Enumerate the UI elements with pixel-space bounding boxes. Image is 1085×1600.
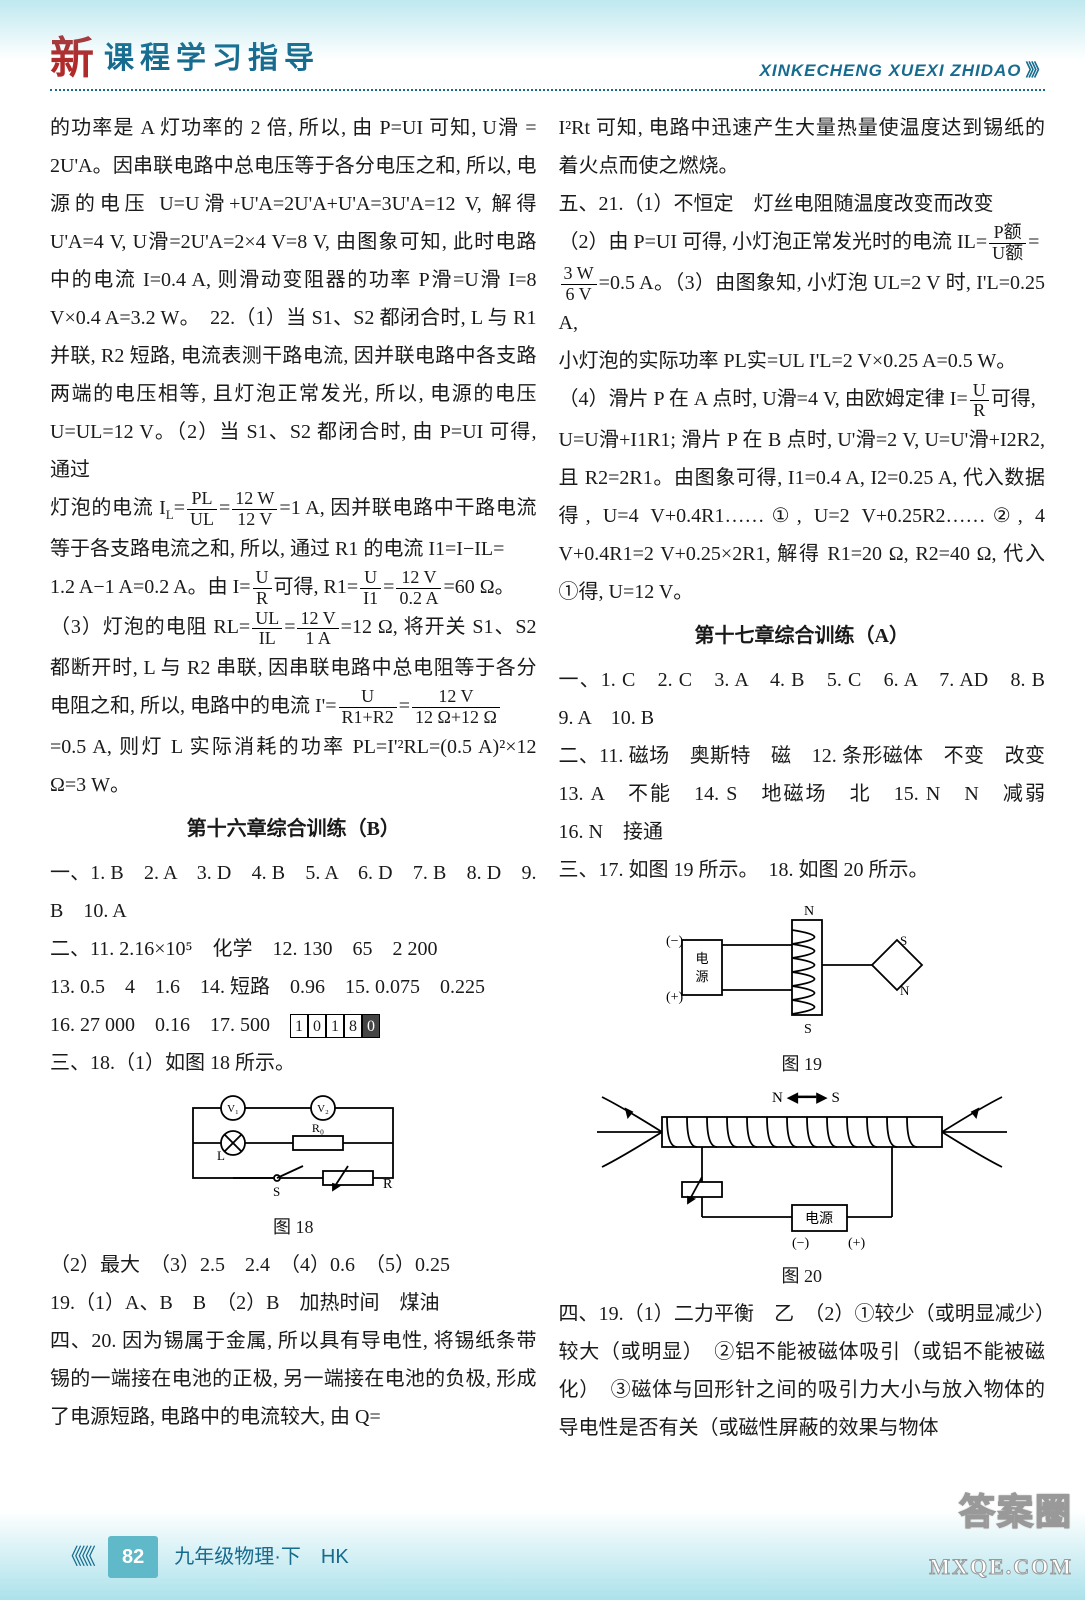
r-p2b: （2）由 P=UI 可得, 小灯泡正常发光时的电流 IL=P额U额= bbox=[559, 223, 1046, 264]
svg-text:L: L bbox=[217, 1148, 225, 1163]
svg-text:电: 电 bbox=[695, 951, 708, 966]
svg-text:N ◀━━▶ S: N ◀━━▶ S bbox=[772, 1090, 840, 1106]
l-p1b: 灯泡的电流 IL=PLUL=12 W12 V=1 A, 因并联电路中干路电流等于… bbox=[50, 489, 537, 568]
r-p1: I²Rt 可知, 电路中迅速产生大量热量使温度达到锡纸的着火点而使之燃烧。 bbox=[559, 109, 1046, 185]
r-p2f: （4）滑片 P 在 A 点时, U滑=4 V, 由欧姆定律 I=UR可得, bbox=[559, 380, 1046, 421]
right-column: I²Rt 可知, 电路中迅速产生大量热量使温度达到锡纸的着火点而使之燃烧。 五、… bbox=[559, 109, 1046, 1447]
l-p1h: =0.5 A, 则灯 L 实际消耗的功率 PL=I'²RL=(0.5 A)²×1… bbox=[50, 728, 537, 804]
header-chev: 》》 bbox=[1026, 61, 1046, 80]
page-header: 新 课程学习指导 XINKECHENG XUEXI ZHIDAO》》 bbox=[50, 30, 1045, 91]
svg-text:S: S bbox=[804, 1022, 812, 1037]
l-p1: 的功率是 A 灯功率的 2 倍, 所以, 由 P=UI 可知, U滑 = 2U'… bbox=[50, 109, 537, 489]
footer-label: 九年级物理·下 HK bbox=[174, 1538, 348, 1576]
svg-text:(−): (−) bbox=[792, 1236, 810, 1251]
footer-arrows: 《《《 bbox=[60, 1536, 92, 1578]
r-p2e: 小灯泡的实际功率 PL实=UL I'L=2 V×0.25 A=0.5 W。 bbox=[559, 342, 1046, 380]
svg-text:R₀: R₀ bbox=[312, 1121, 324, 1135]
r-4: 四、19.（1）二力平衡 乙 （2）①较少（或明显减少） 较大（或明显） ②铝不… bbox=[559, 1295, 1046, 1447]
r-p2a: 五、21.（1）不恒定 灯丝电阻随温度改变而改变 bbox=[559, 185, 1046, 223]
l-sec3c: 19.（1）A、B B （2）B 加热时间 煤油 bbox=[50, 1284, 537, 1322]
l-sec2b: 13. 0.5 4 1.6 14. 短路 0.96 15. 0.075 0.22… bbox=[50, 968, 537, 1006]
svg-text:(+): (+) bbox=[848, 1236, 866, 1251]
svg-text:R: R bbox=[383, 1177, 393, 1192]
footer-page: 82 bbox=[108, 1536, 158, 1578]
title-17a: 第十七章综合训练（A） bbox=[559, 617, 1046, 655]
figure-18: V₁ V₂ L R₀ S R 图 18 bbox=[50, 1088, 537, 1244]
header-xin: 新 bbox=[50, 37, 100, 81]
figure-19: 电 源 (−) (+) N S S N 图 19 bbox=[559, 895, 1046, 1081]
svg-text:S: S bbox=[273, 1184, 280, 1199]
l-sec3: 三、18.（1）如图 18 所示。 bbox=[50, 1044, 537, 1082]
header-title: 课程学习指导 bbox=[104, 30, 320, 87]
l-sec3b: （2）最大 （3）2.5 2.4 （4）0.6 （5）0.25 bbox=[50, 1246, 537, 1284]
l-sec2c: 16. 27 000 0.16 17. 500 10180 bbox=[50, 1006, 537, 1044]
page-footer: 《《《 82 九年级物理·下 HK bbox=[60, 1536, 349, 1578]
l-sec2a: 二、11. 2.16×10⁵ 化学 12. 130 65 2 200 bbox=[50, 930, 537, 968]
svg-text:V₁: V₁ bbox=[227, 1103, 239, 1115]
svg-text:S: S bbox=[900, 933, 907, 948]
watermark: 答案圈 MXQE.COM bbox=[929, 1478, 1073, 1588]
l-sec1: 一、1. B 2. A 3. D 4. B 5. A 6. D 7. B 8. … bbox=[50, 854, 537, 930]
r-2: 二、11. 磁场 奥斯特 磁 12. 条形磁体 不变 改变 13. A 不能 1… bbox=[559, 737, 1046, 851]
r-p2h: U=U滑+I1R1; 滑片 P 在 B 点时, U'滑=2 V, U=U'滑+I… bbox=[559, 421, 1046, 611]
title-16b: 第十六章综合训练（B） bbox=[50, 810, 537, 848]
r-p2d: 3 W6 V=0.5 A。（3）由图象知, 小灯泡 UL=2 V 时, I'L=… bbox=[559, 264, 1046, 343]
svg-text:源: 源 bbox=[695, 969, 708, 984]
svg-text:电源: 电源 bbox=[805, 1211, 833, 1227]
l-p1d: （3）灯泡的电阻 RL=ULIL=12 V1 A=12 Ω, 将开关 S1、S2… bbox=[50, 608, 537, 727]
svg-text:(−): (−) bbox=[666, 934, 684, 949]
l-p1c: 1.2 A−1 A=0.2 A。由 I=UR可得, R1=UI1=12 V0.2… bbox=[50, 568, 537, 609]
l-sec4: 四、20. 因为锡属于金属, 所以具有导电性, 将锡纸条带锡的一端接在电池的正极… bbox=[50, 1322, 537, 1436]
svg-text:V₂: V₂ bbox=[317, 1103, 329, 1115]
figure-20: N ◀━━▶ S 电源 (−) (+) 图 20 bbox=[559, 1087, 1046, 1293]
svg-text:(+): (+) bbox=[666, 990, 684, 1005]
header-pinyin: XINKECHENG XUEXI ZHIDAO bbox=[760, 61, 1022, 80]
svg-text:N: N bbox=[804, 904, 814, 919]
r-3: 三、17. 如图 19 所示。 18. 如图 20 所示。 bbox=[559, 851, 1046, 889]
svg-text:N: N bbox=[900, 983, 910, 998]
left-column: 的功率是 A 灯功率的 2 倍, 所以, 由 P=UI 可知, U滑 = 2U'… bbox=[50, 109, 537, 1447]
r-1: 一、1. C 2. C 3. A 4. B 5. C 6. A 7. AD 8.… bbox=[559, 661, 1046, 737]
